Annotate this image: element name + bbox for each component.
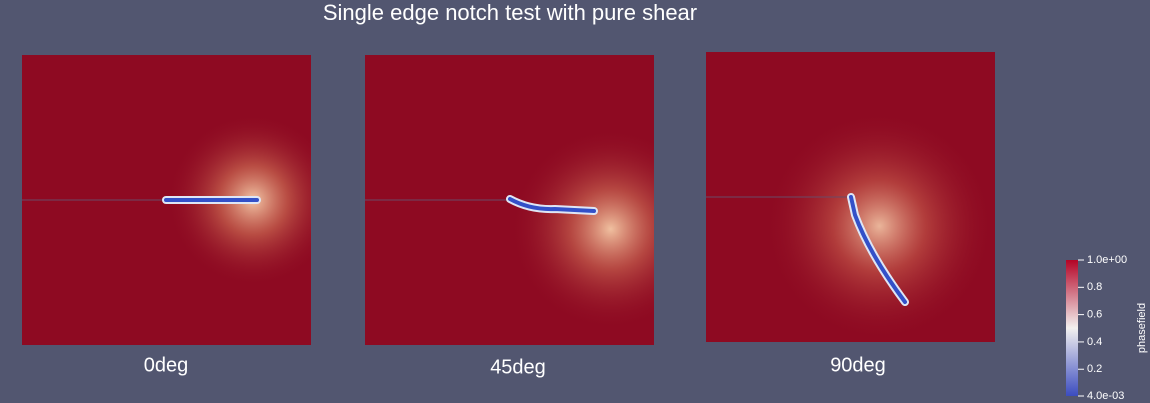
colorbar-tick-label: 0.8 bbox=[1087, 281, 1102, 293]
colorbar-tick-label: 4.0e-03 bbox=[1087, 390, 1124, 402]
colorbar-title: phasefield bbox=[1136, 303, 1148, 353]
colorbar-tick-label: 0.4 bbox=[1087, 336, 1102, 348]
panel-label: 0deg bbox=[144, 354, 189, 376]
title: Single edge notch test with pure shear bbox=[323, 0, 697, 25]
panel: 45deg bbox=[365, 55, 654, 378]
panel-label: 45deg bbox=[490, 356, 546, 378]
colorbar-tick-label: 1.0e+00 bbox=[1087, 254, 1127, 266]
panel-label: 90deg bbox=[830, 354, 886, 376]
panel: 0deg bbox=[22, 55, 311, 376]
colorbar-ramp bbox=[1066, 260, 1078, 396]
crack bbox=[508, 197, 596, 213]
colorbar-tick-label: 0.2 bbox=[1087, 363, 1102, 375]
panel: 90deg bbox=[706, 52, 995, 376]
crack bbox=[849, 195, 907, 304]
colorbar-tick-label: 0.6 bbox=[1087, 309, 1102, 321]
colorbar: phasefield 1.0e+00 0.8 0.6 0.4 0.2 4.0e-03 bbox=[1066, 254, 1148, 402]
